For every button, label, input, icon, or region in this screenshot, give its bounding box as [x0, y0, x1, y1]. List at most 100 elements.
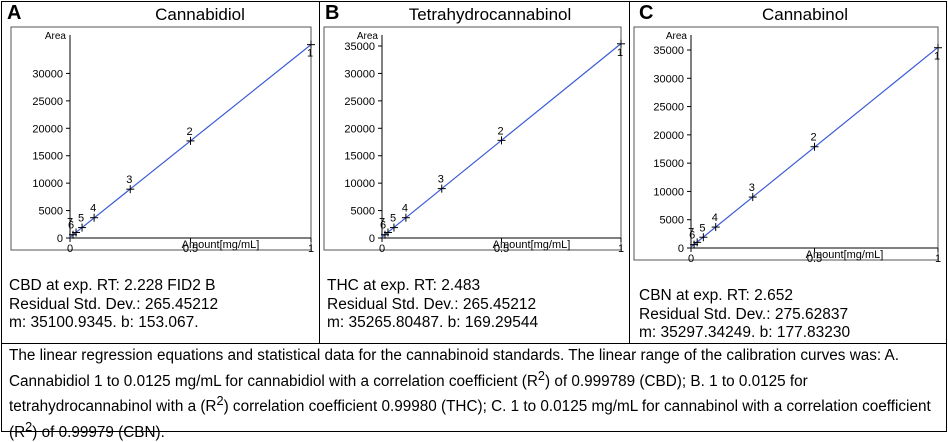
y-tick-label: 35000 — [653, 45, 684, 57]
y-tick-label: 30000 — [32, 68, 63, 80]
x-tick-label: 1 — [618, 243, 624, 255]
y-tick-label: 20000 — [32, 123, 63, 135]
y-tick-label: 25000 — [32, 96, 63, 108]
data-point: 3 — [437, 174, 446, 193]
superscript: 2 — [216, 393, 224, 409]
figure-frame — [1, 1, 947, 432]
data-point: 1 — [617, 39, 625, 59]
y-tick-label: 10000 — [32, 178, 63, 190]
point-label: 7 — [67, 217, 73, 229]
panel-letter: C — [639, 2, 654, 24]
panel-divider — [629, 1, 630, 343]
panel-title: Cannabinol — [761, 5, 848, 24]
y-tick-label: 30000 — [653, 73, 684, 85]
data-point: 5 — [699, 222, 708, 242]
data-point: 7 — [67, 217, 78, 239]
data-point: 3 — [748, 182, 757, 202]
panel-title: Tetrahydrocannabinol — [408, 5, 572, 24]
y-tick-label: 30000 — [344, 68, 375, 80]
point-label: 3 — [438, 174, 444, 186]
x-axis-label: Amount[mg/mL] — [493, 239, 571, 251]
point-label: 1 — [934, 51, 940, 63]
caption-text: The linear regression equations and stat… — [9, 347, 900, 390]
caption-text: ) of 0.99979 (CBN). — [32, 423, 165, 441]
x-tick-label: 1 — [935, 253, 941, 265]
y-tick-label: 15000 — [32, 151, 63, 163]
plot-area-box — [323, 26, 622, 251]
caption-divider — [1, 343, 946, 344]
data-point: 7 — [379, 217, 389, 239]
y-tick-label: 0 — [369, 233, 375, 245]
y-tick-label: 5000 — [351, 206, 375, 218]
data-point: 2 — [810, 132, 819, 151]
point-label: 6 — [68, 220, 74, 232]
chart-cbn: Area 0 5000 10000 15000 20000 25000 30000 35000 0… — [633, 26, 942, 265]
point-label: 5 — [390, 213, 396, 225]
stats-line: CBD at exp. RT: 2.228 FID2 B — [9, 277, 216, 294]
point-label: 2 — [187, 126, 193, 138]
y-tick-label: 20000 — [653, 130, 684, 142]
y-axis-label: Area — [45, 31, 67, 42]
y-tick-label: 15000 — [344, 151, 375, 163]
stats-line: Residual Std. Dev.: 265.45212 — [9, 295, 219, 313]
x-tick-label: 1 — [308, 243, 314, 255]
point-label: 4 — [712, 212, 718, 224]
y-tick-label: 0 — [678, 243, 684, 255]
point-label: 7 — [688, 227, 694, 239]
x-tick-label: 0.5 — [807, 253, 822, 265]
x-tick-label: 0 — [67, 243, 73, 255]
superscript: 2 — [25, 418, 33, 434]
y-tick-label: 25000 — [344, 96, 375, 108]
x-axis-label: Amount[mg/mL] — [806, 249, 884, 261]
point-label: 7 — [379, 217, 385, 229]
data-point: 4 — [711, 212, 720, 232]
x-tick-label: 0.5 — [494, 243, 509, 255]
point-label: 4 — [90, 203, 96, 215]
panel-title: Cannabidiol — [155, 5, 245, 24]
stats-block: CBD at exp. RT: 2.228 FID2 B Residual St… — [9, 277, 218, 333]
stats-line: THC at exp. RT: 2.483 — [327, 277, 481, 294]
point-label: 1 — [617, 47, 623, 59]
chart-cbd: Area 0 5000 10000 15000 20000 25000 30000 0 0.5 1 A… — [10, 26, 315, 255]
data-point: 5 — [389, 213, 398, 232]
stats-block: THC at exp. RT: 2.483 Residual Std. Dev.… — [327, 277, 538, 333]
panel-divider — [319, 1, 320, 343]
chart-thc: Area 0 5000 10000 15000 20000 25000 30000 35000 0… — [323, 26, 625, 255]
point-label: 2 — [811, 132, 817, 144]
stats-line: CBN at exp. RT: 2.652 — [639, 287, 793, 304]
y-tick-label: 20000 — [344, 123, 375, 135]
point-label: 3 — [749, 182, 755, 194]
y-tick-label: 25000 — [653, 102, 684, 114]
point-label: 6 — [689, 229, 695, 241]
point-label: 3 — [126, 174, 132, 186]
point-label: 5 — [699, 222, 705, 234]
y-tick-label: 5000 — [39, 206, 63, 218]
point-label: 4 — [402, 203, 408, 215]
point-label: 2 — [498, 125, 504, 137]
panel-letter: A — [7, 2, 22, 24]
plot-area-box — [633, 26, 939, 261]
stats-line: m: 35265.80487. b: 169.29544 — [327, 314, 539, 331]
stats-line: m: 35100.9345. b: 153.067. — [9, 314, 199, 331]
stats-line: Residual Std. Dev.: 265.45212 — [327, 295, 537, 313]
stats-block: CBN at exp. RT: 2.652 Residual Std. Dev.… — [639, 287, 850, 343]
x-tick-label: 0 — [379, 243, 385, 255]
data-point: 3 — [126, 174, 135, 194]
y-tick-label: 15000 — [653, 158, 684, 170]
panel-letter: B — [325, 2, 340, 24]
point-label: 6 — [380, 220, 386, 232]
data-point: 7 — [688, 227, 699, 249]
data-point: 2 — [186, 126, 195, 145]
data-point: 1 — [307, 40, 315, 60]
x-tick-label: 0 — [688, 253, 694, 265]
point-label: 5 — [78, 213, 84, 225]
y-tick-label: 5000 — [660, 215, 684, 227]
x-axis-label: Amount[mg/mL] — [182, 239, 260, 251]
data-point: 5 — [78, 213, 87, 232]
y-tick-label: 10000 — [653, 186, 684, 198]
figure-caption: The linear regression equations and stat… — [9, 346, 939, 442]
stats-line: m: 35297.34249. b: 177.83230 — [639, 324, 851, 341]
caption-text: ) of 0.999789 (CBD); B. 1 to 0.0125 for … — [9, 372, 808, 416]
stats-line: Residual Std. Dev.: 275.62837 — [639, 305, 849, 323]
y-tick-label: 0 — [57, 233, 63, 245]
